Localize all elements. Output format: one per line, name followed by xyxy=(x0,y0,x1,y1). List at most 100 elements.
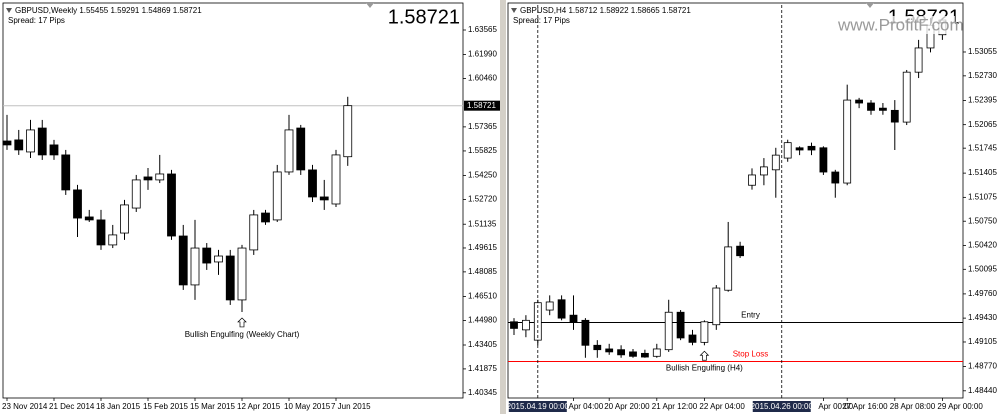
candle-body xyxy=(296,127,306,171)
candle-body xyxy=(641,352,649,358)
bid-price: 1.58721 xyxy=(388,6,460,28)
candle-body xyxy=(831,171,840,184)
candle-body xyxy=(593,344,602,351)
chart-header: GBPUSD,H4 1.58712 1.58922 1.58665 1.5872… xyxy=(520,6,691,15)
candle-body xyxy=(855,99,863,104)
plot-frame xyxy=(507,2,964,399)
candle-body xyxy=(96,219,106,246)
y-tick-label: 1.55825 xyxy=(468,146,497,155)
annotation-arrow xyxy=(237,317,247,328)
candle-body xyxy=(120,204,129,234)
watermark-backdrop xyxy=(835,16,955,34)
period-label: 2015.04.19 00:00 xyxy=(507,402,570,411)
annotation-text: Bullish Engulfing (H4) xyxy=(666,363,743,372)
y-tick-label: 1.52065 xyxy=(968,120,997,129)
candle-body xyxy=(49,144,59,156)
symbol-icon xyxy=(511,8,517,13)
y-tick-label: 1.50750 xyxy=(968,216,997,225)
y-tick-label: 1.49430 xyxy=(968,313,997,322)
y-tick-label: 1.52395 xyxy=(968,96,997,105)
x-tick-label: 15 Feb 2015 xyxy=(143,402,188,411)
candle-body xyxy=(688,334,697,343)
candle-body xyxy=(14,139,24,151)
shift-marker xyxy=(366,3,374,8)
candle-body xyxy=(807,145,816,151)
y-tick-label: 1.49760 xyxy=(968,289,997,298)
candle-body xyxy=(700,321,709,343)
y-tick-label: 1.49105 xyxy=(968,337,997,346)
x-tick-label: Apr 00:00 xyxy=(818,402,853,411)
candle-body xyxy=(783,142,792,159)
x-tick-label: 12 Apr 2015 xyxy=(237,402,281,411)
shift-marker xyxy=(866,3,874,8)
candle-body xyxy=(319,196,329,201)
price-label-box xyxy=(464,100,500,111)
candle-body xyxy=(819,147,828,173)
y-tick-label: 1.50095 xyxy=(968,264,997,273)
plot-frame xyxy=(2,2,464,399)
candle-body xyxy=(37,127,47,156)
period-label-box xyxy=(508,401,567,412)
x-tick-label: 27 Apr 16:00 xyxy=(842,402,888,411)
candle-body xyxy=(760,166,768,176)
candle-body xyxy=(143,176,153,181)
candle-body xyxy=(652,348,661,357)
candle-body xyxy=(331,154,341,205)
candle-body xyxy=(914,47,923,73)
annotation-text: Bullish Engulfing (Weekly Chart) xyxy=(185,330,300,339)
candle-body xyxy=(557,299,566,319)
candle-body xyxy=(308,169,317,198)
y-tick-label: 1.52720 xyxy=(468,195,497,204)
candle-body xyxy=(272,171,282,221)
candle-body xyxy=(2,140,12,146)
y-tick-label: 1.52730 xyxy=(968,71,997,80)
y-tick-label: 1.61990 xyxy=(468,50,497,59)
y-tick-label: 1.60460 xyxy=(468,74,497,83)
x-tick-label: 29 Apr 00:00 xyxy=(937,402,983,411)
candle-body xyxy=(736,245,744,257)
y-tick-label: 1.48085 xyxy=(468,267,497,276)
candle-body xyxy=(155,173,165,181)
price-label: 1.58721 xyxy=(467,101,496,110)
y-tick-label: 1.48770 xyxy=(968,362,997,371)
y-tick-label: 1.51745 xyxy=(968,143,997,152)
candle-body xyxy=(771,154,780,171)
candle-body xyxy=(237,247,247,301)
candle-body xyxy=(843,99,852,184)
y-tick-label: 1.44980 xyxy=(468,316,497,325)
x-tick-label: 15 Mar 2015 xyxy=(190,402,235,411)
candle-body xyxy=(581,319,590,346)
y-tick-label: 1.40345 xyxy=(468,388,497,397)
candle-body xyxy=(676,311,685,339)
y-tick-label: 1.50420 xyxy=(968,241,997,250)
candle-body xyxy=(890,109,899,123)
x-tick-label: 7 Jun 2015 xyxy=(331,402,371,411)
x-tick-label: 21 Dec 2014 xyxy=(49,402,95,411)
candle-body xyxy=(617,349,625,356)
y-tick-label: 1.51075 xyxy=(968,192,997,201)
panel-divider xyxy=(500,0,506,414)
candle-body xyxy=(108,234,118,246)
candle-body xyxy=(545,301,554,311)
candle-body xyxy=(748,174,756,186)
y-tick-label: 1.57365 xyxy=(468,122,497,131)
period-label: 2015.04.26 00:00 xyxy=(751,402,814,411)
candle-body xyxy=(795,147,804,151)
x-tick-label: Apr 04:00 xyxy=(569,402,604,411)
candle-body xyxy=(605,348,614,353)
candle-body xyxy=(629,351,637,357)
y-tick-label: 1.53055 xyxy=(968,47,997,56)
candle-body xyxy=(249,214,259,251)
candle-body xyxy=(61,154,71,191)
y-tick-label: 1.41875 xyxy=(468,364,497,373)
spread-label: Spread: 17 Pips xyxy=(513,16,570,25)
candle-body xyxy=(867,102,875,111)
period-label-box xyxy=(752,401,811,412)
candle-body xyxy=(131,179,141,209)
x-tick-label: 22 Apr 04:00 xyxy=(699,402,745,411)
candle-body xyxy=(569,314,578,323)
spread-label: Spread: 17 Pips xyxy=(8,16,65,25)
candle-body xyxy=(73,189,82,219)
y-tick-label: 1.51135 xyxy=(468,219,497,228)
x-tick-label: 23 Nov 2014 xyxy=(2,402,48,411)
